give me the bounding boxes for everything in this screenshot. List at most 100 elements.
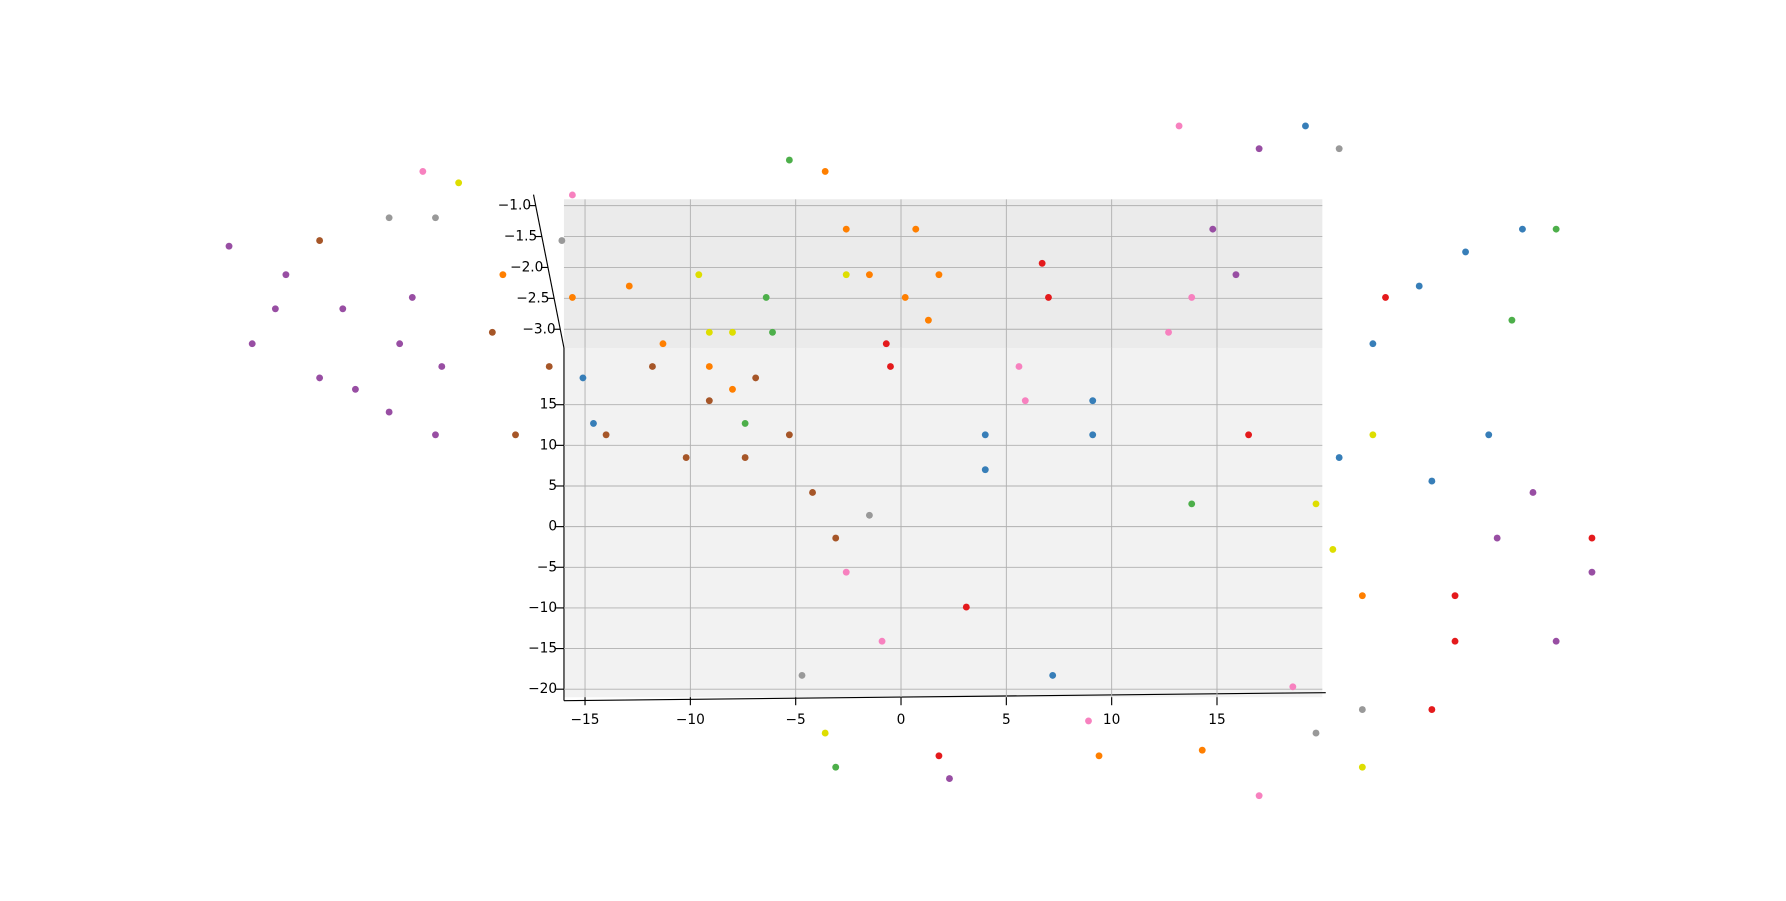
point bbox=[1329, 545, 1337, 553]
point bbox=[1045, 293, 1052, 301]
point bbox=[935, 271, 943, 279]
point bbox=[568, 293, 576, 301]
z-axis-line bbox=[532, 194, 565, 349]
point bbox=[432, 214, 439, 222]
point bbox=[1335, 454, 1343, 461]
point bbox=[924, 316, 932, 324]
x-tick-label: 0 bbox=[897, 712, 906, 728]
point bbox=[568, 191, 576, 199]
z-tick-label: −2.0 bbox=[510, 259, 543, 275]
point bbox=[1255, 792, 1263, 800]
point bbox=[545, 363, 553, 370]
y-tick-label: −5 bbox=[537, 559, 557, 575]
point bbox=[935, 752, 943, 760]
point bbox=[1519, 225, 1526, 233]
point bbox=[705, 363, 713, 370]
point bbox=[1369, 431, 1377, 439]
point bbox=[981, 466, 989, 474]
point bbox=[659, 340, 667, 348]
point bbox=[282, 271, 290, 279]
point bbox=[1049, 671, 1057, 679]
point bbox=[901, 293, 909, 301]
point bbox=[1428, 706, 1436, 713]
point bbox=[1358, 592, 1366, 600]
point bbox=[1038, 259, 1046, 267]
point bbox=[590, 419, 597, 427]
point bbox=[1552, 637, 1560, 645]
point bbox=[752, 374, 760, 382]
point bbox=[225, 242, 233, 250]
point bbox=[438, 363, 446, 370]
point bbox=[558, 237, 566, 244]
point bbox=[1588, 534, 1596, 542]
point bbox=[1552, 225, 1560, 233]
back-pane bbox=[563, 199, 1323, 349]
point bbox=[649, 363, 656, 370]
point bbox=[842, 225, 850, 233]
point bbox=[842, 568, 850, 576]
point bbox=[1209, 225, 1217, 233]
z-tick-label: −2.5 bbox=[516, 290, 549, 306]
point bbox=[1451, 637, 1459, 645]
point bbox=[1175, 122, 1183, 130]
point bbox=[1451, 592, 1459, 600]
point bbox=[579, 374, 587, 382]
point bbox=[729, 385, 736, 393]
point bbox=[1015, 363, 1023, 370]
point bbox=[878, 637, 886, 645]
point bbox=[248, 340, 256, 348]
point bbox=[432, 431, 439, 439]
point bbox=[729, 328, 736, 336]
point bbox=[1415, 282, 1423, 290]
point bbox=[695, 271, 703, 279]
point bbox=[1508, 316, 1516, 324]
plot: −15 −10 −5 0 5 10 15 −20 −15 −10 −5 0 5 10 15 −3.0 −2.5 −… bbox=[225, 122, 1596, 800]
point bbox=[821, 167, 829, 175]
point bbox=[1089, 397, 1097, 405]
point bbox=[271, 305, 279, 313]
z-tick-label: −3.0 bbox=[522, 321, 555, 337]
point bbox=[1085, 717, 1092, 725]
point bbox=[832, 763, 840, 771]
point bbox=[741, 419, 749, 427]
point bbox=[1165, 328, 1172, 336]
point bbox=[1255, 145, 1263, 153]
point bbox=[682, 454, 690, 461]
point bbox=[385, 214, 393, 222]
y-tick-label: 15 bbox=[540, 397, 557, 413]
point bbox=[455, 179, 463, 187]
point bbox=[842, 271, 850, 279]
point bbox=[1358, 706, 1366, 713]
point bbox=[769, 328, 776, 336]
point bbox=[1312, 500, 1320, 508]
y-tick-label: −15 bbox=[528, 641, 557, 657]
point bbox=[488, 328, 496, 336]
point bbox=[1358, 763, 1366, 771]
point bbox=[912, 225, 920, 233]
point bbox=[741, 454, 749, 461]
point bbox=[865, 511, 873, 519]
point bbox=[1232, 271, 1240, 279]
point bbox=[602, 431, 610, 439]
point bbox=[1089, 431, 1097, 439]
point bbox=[762, 293, 770, 301]
point bbox=[625, 282, 633, 290]
y-tick-label: 0 bbox=[548, 519, 557, 535]
point bbox=[882, 340, 890, 348]
point bbox=[1382, 293, 1389, 301]
point bbox=[981, 431, 989, 439]
point bbox=[785, 156, 793, 164]
point bbox=[1198, 746, 1206, 754]
point bbox=[1312, 729, 1320, 737]
point bbox=[1493, 534, 1501, 542]
point bbox=[1021, 397, 1029, 405]
z-tick-label: −1.0 bbox=[498, 198, 531, 214]
point bbox=[408, 293, 416, 301]
x-tick-label: 5 bbox=[1002, 712, 1011, 728]
point bbox=[396, 340, 404, 348]
point bbox=[785, 431, 793, 439]
point bbox=[1289, 683, 1297, 691]
point bbox=[1302, 122, 1309, 130]
point bbox=[385, 408, 393, 416]
